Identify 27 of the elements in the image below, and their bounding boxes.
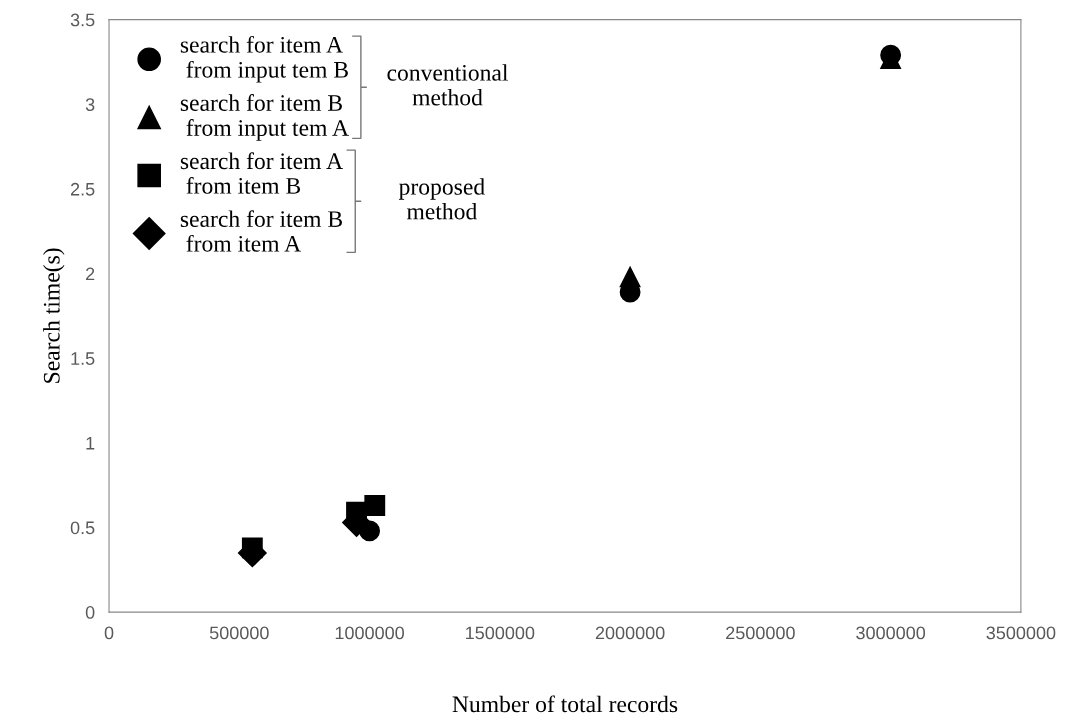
x-tick-label: 2000000 xyxy=(595,626,665,640)
legend-label: search for item B from input tem A xyxy=(180,94,349,141)
legend-label: search for item B from item A xyxy=(180,210,342,252)
x-tick-label: 1500000 xyxy=(466,626,535,640)
legend-label: search for item A from input tem B xyxy=(180,35,348,83)
y-tick-label: 0 xyxy=(85,606,95,619)
point xyxy=(359,520,380,542)
x-tick-label: 3000000 xyxy=(856,626,926,640)
y-axis-title: Search time(s) xyxy=(43,248,65,383)
legend-label: search for item A from item B xyxy=(180,152,343,194)
y-tick-label: 1 xyxy=(86,436,95,450)
y-tick-label: 3.5 xyxy=(70,13,95,27)
x-tick-label: 500000 xyxy=(209,626,269,640)
annotation: conventional method xyxy=(387,64,508,106)
y-tick-label: 2.5 xyxy=(70,182,95,196)
x-tick-label: 3500000 xyxy=(986,626,1056,640)
y-tick-label: 3 xyxy=(85,98,95,111)
point xyxy=(364,495,386,516)
x-tick-label: 0 xyxy=(104,626,114,640)
y-tick-label: 0.5 xyxy=(70,521,95,535)
x-tick-label: 1000000 xyxy=(335,626,405,640)
y-tick-label: 2 xyxy=(86,267,95,281)
annotation: proposed method xyxy=(398,178,485,220)
point xyxy=(241,537,263,559)
x-axis-title: Number of total records xyxy=(452,695,678,713)
x-tick-label: 2500000 xyxy=(726,626,795,640)
y-tick-label: 1.5 xyxy=(71,352,95,365)
